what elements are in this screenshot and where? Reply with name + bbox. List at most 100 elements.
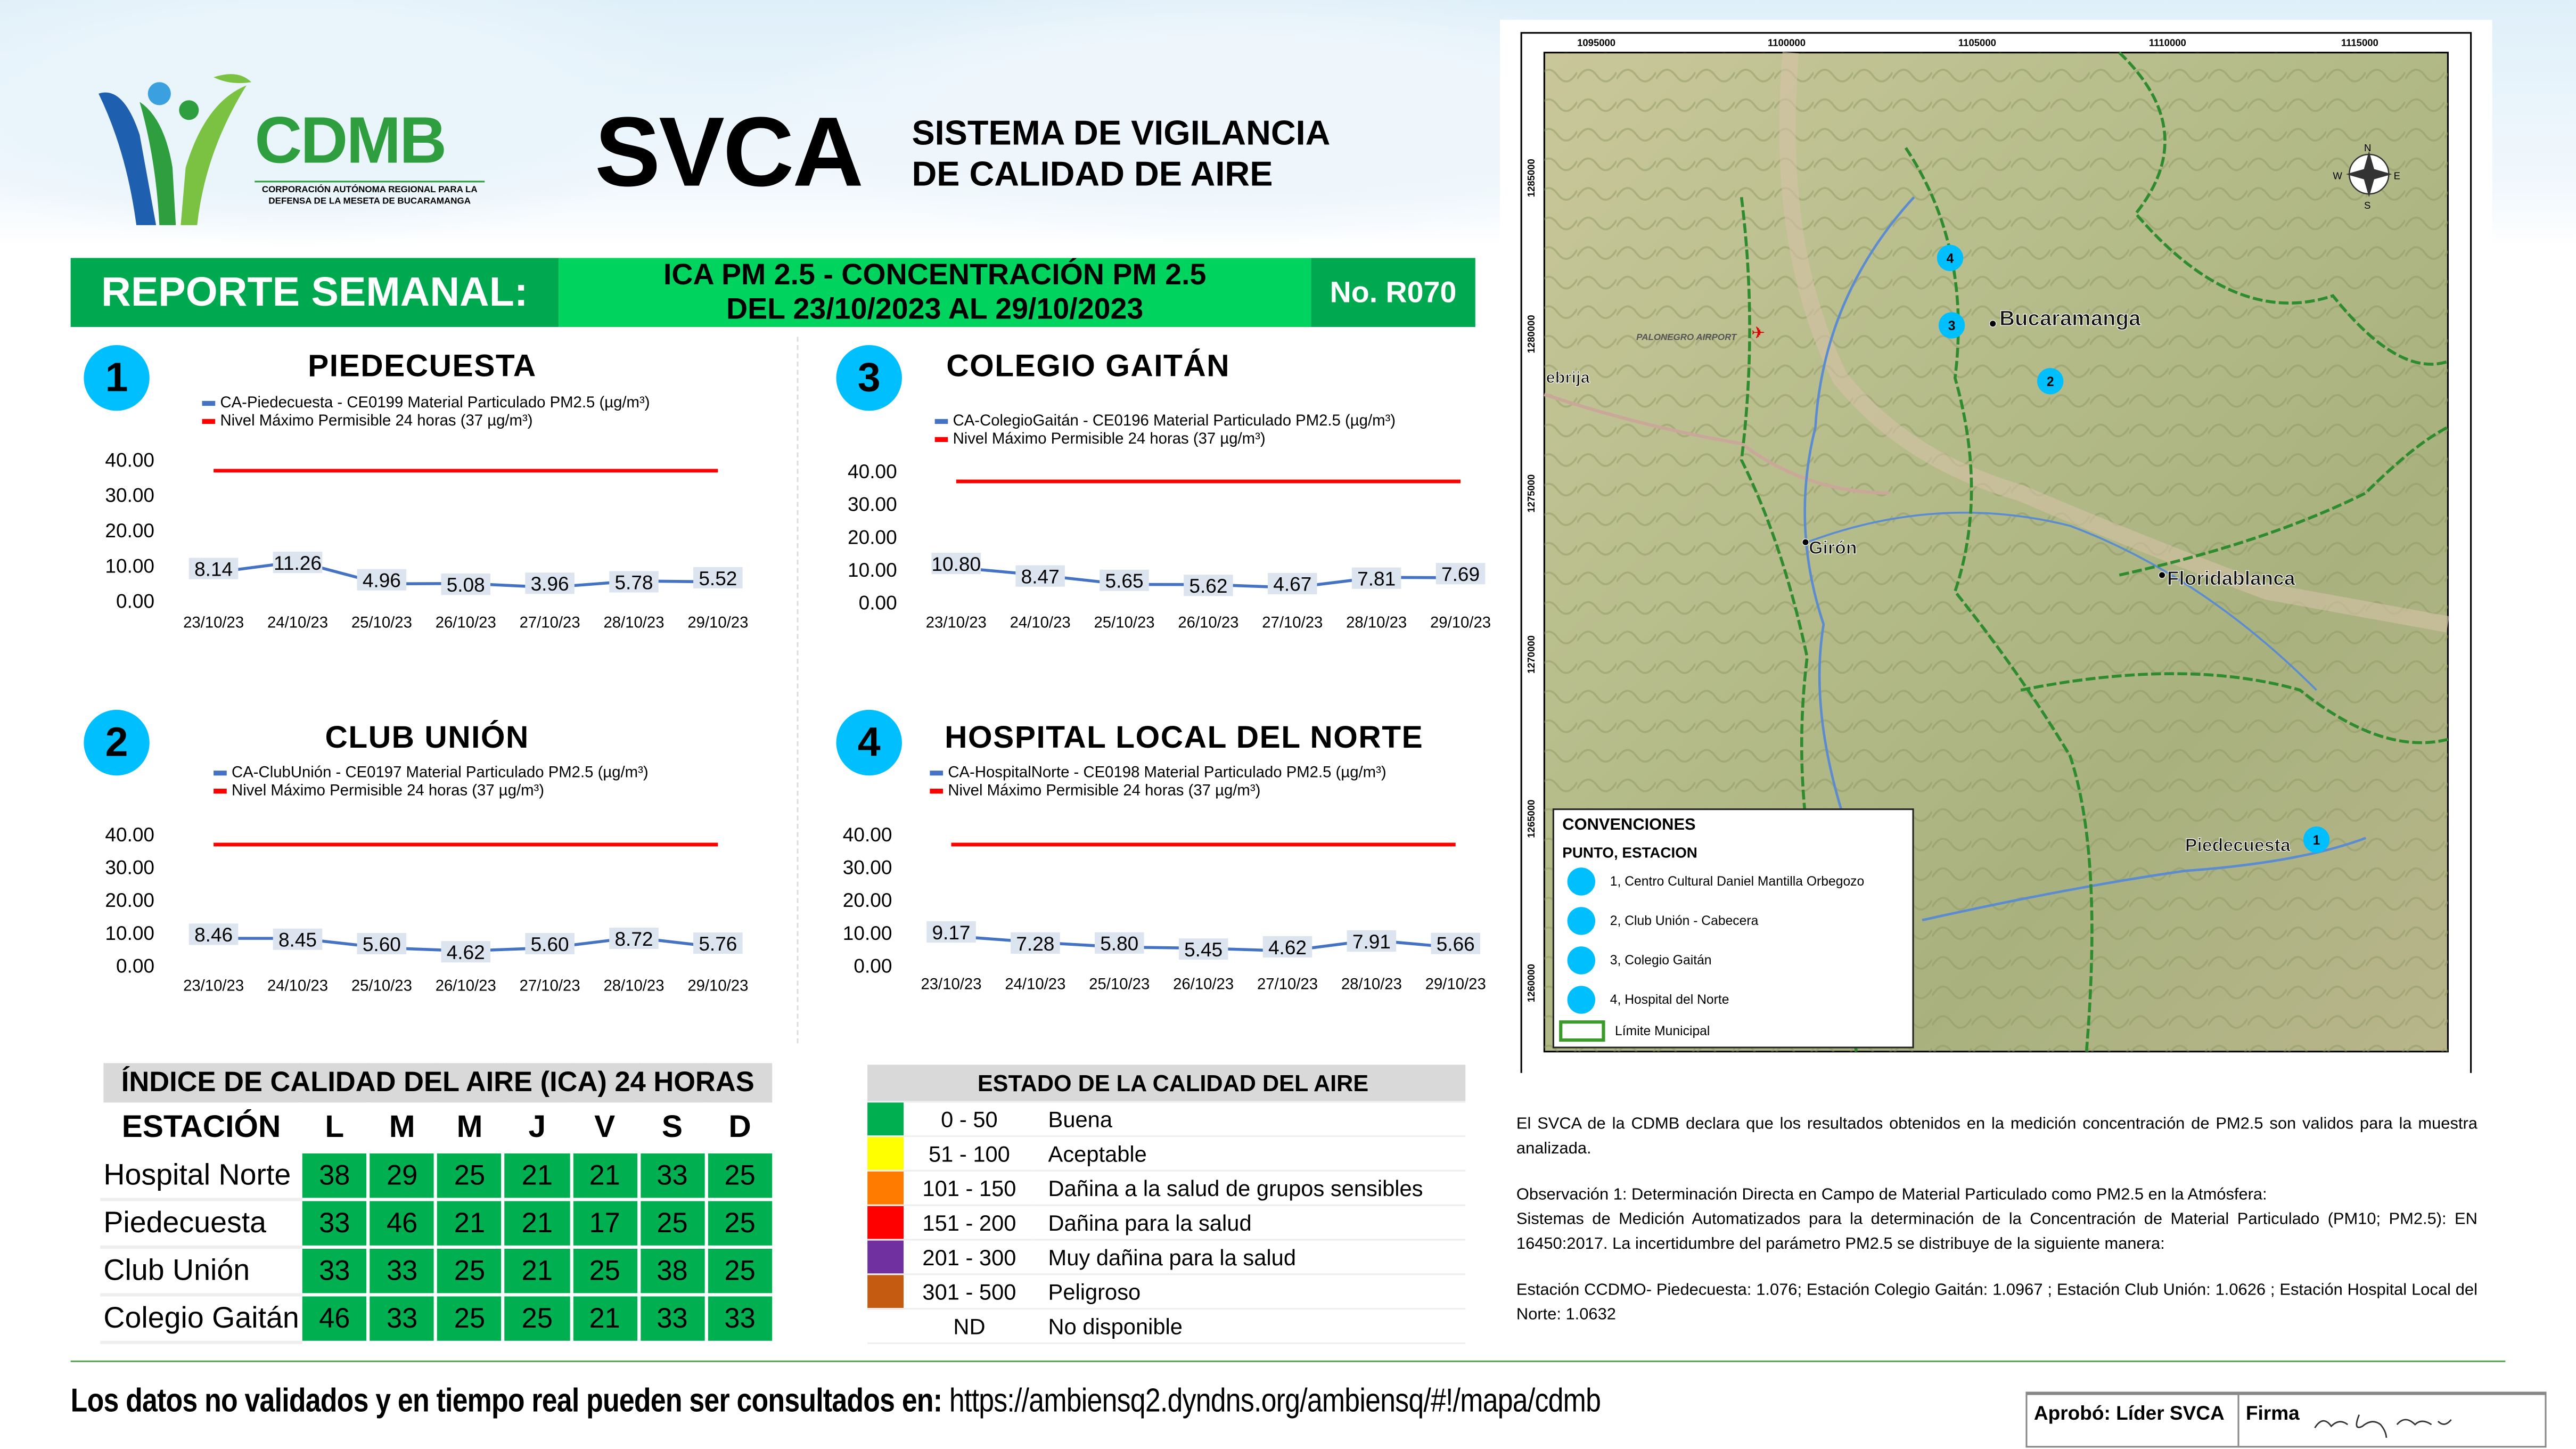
ica-row: Club Unión 33 33 25 21 25 38 25 xyxy=(100,1245,776,1297)
x-tick-label: 27/10/23 xyxy=(520,977,580,995)
x-tick-label: 26/10/23 xyxy=(436,614,496,632)
legend-item-limit: Nivel Máximo Permisible 24 horas (37 µg/… xyxy=(214,782,649,800)
data-label: 7.69 xyxy=(1441,563,1480,585)
scale-row: 101 - 150 Dañina a la salud de grupos se… xyxy=(867,1170,1466,1206)
scale-color-swatch xyxy=(867,1170,904,1206)
data-label-bg xyxy=(525,932,575,955)
data-label-bg xyxy=(1015,565,1065,587)
map-coord-label: 1100000 xyxy=(1768,37,1806,48)
ica-header-row: ESTACIÓN L M M J V S D xyxy=(100,1102,776,1154)
legend-item-pm25: CA-HospitalNorte - CE0198 Material Parti… xyxy=(930,764,1387,782)
ica-value: 21 xyxy=(569,1293,641,1344)
y-tick-label: 20.00 xyxy=(105,889,154,911)
legend-label: CA-HospitalNorte - CE0198 Material Parti… xyxy=(948,764,1387,782)
banner-line1: ICA PM 2.5 - CONCENTRACIÓN PM 2.5 xyxy=(663,258,1207,291)
scale-label: Peligroso xyxy=(1035,1274,1466,1310)
x-tick-label: 23/10/23 xyxy=(183,614,244,632)
y-tick-label: 40.00 xyxy=(848,460,897,482)
ica-value: 38 xyxy=(637,1245,708,1297)
report-banner: REPORTE SEMANAL: ICA PM 2.5 - CONCENTRAC… xyxy=(70,258,1475,328)
data-label-bg xyxy=(693,567,743,589)
x-tick-label: 25/10/23 xyxy=(1094,614,1154,632)
signature-image xyxy=(2314,1414,2451,1438)
banner-title: ICA PM 2.5 - CONCENTRACIÓN PM 2.5 DEL 23… xyxy=(559,258,1311,328)
y-tick-label: 40.00 xyxy=(843,823,892,846)
map-coord-label: 1285000 xyxy=(1525,159,1537,197)
footer-text: Los datos no validados y en tiempo real … xyxy=(71,1383,1601,1421)
legend-label: Nivel Máximo Permisible 24 horas (37 µg/… xyxy=(953,430,1266,449)
ica-value: 25 xyxy=(704,1198,776,1249)
data-label-bg xyxy=(609,571,659,593)
airport-icon: ✈ xyxy=(1751,324,1765,342)
place-label-lebrija: ebrija xyxy=(1546,368,1590,387)
y-tick-label: 20.00 xyxy=(843,889,892,911)
map-legend-label: 3, Colegio Gaitán xyxy=(1610,953,1712,968)
ica-row: Piedecuesta 33 46 21 21 17 25 25 xyxy=(100,1198,776,1249)
scale-range: 201 - 300 xyxy=(904,1240,1035,1275)
compass-rose-icon: N S E W xyxy=(2333,142,2400,211)
observation-text: Sistemas de Medición Automatizados para … xyxy=(1516,1211,2477,1254)
ica-value: 33 xyxy=(366,1245,438,1297)
data-label-bg xyxy=(1351,567,1401,589)
ica-value: 21 xyxy=(434,1198,505,1249)
map-legend-subtitle: PUNTO, ESTACION xyxy=(1562,844,1697,861)
x-tick-label: 29/10/23 xyxy=(687,614,748,632)
logo-figures-icon xyxy=(99,74,252,225)
station-markers: 1 2 3 4 xyxy=(1937,244,2330,853)
place-label-airport: PALONEGRO AIRPORT xyxy=(1636,332,1737,342)
scale-row: 201 - 300 Muy dañina para la salud xyxy=(867,1240,1466,1275)
chart-4: 0.00 10.00 20.00 30.00 40.00 23/10/23 24/10/23… xyxy=(843,823,1486,993)
place-label-piedecuesta: Piedecuesta xyxy=(2185,835,2291,855)
y-tick-label: 10.00 xyxy=(105,922,154,944)
logo-text: CDMB xyxy=(255,105,447,178)
column-header: V xyxy=(569,1102,641,1154)
data-label-bg xyxy=(1184,575,1233,596)
column-header: M xyxy=(366,1102,438,1154)
x-tick-label: 25/10/23 xyxy=(351,977,412,995)
map-legend-label: 2, Club Unión - Cabecera xyxy=(1610,913,1759,929)
map-coord-label: 1095000 xyxy=(1577,37,1615,48)
data-label: 8.45 xyxy=(278,929,317,951)
data-label-bg xyxy=(1011,932,1060,954)
data-label: 5.65 xyxy=(1105,570,1143,592)
station-marker-2[interactable]: 2 xyxy=(2047,375,2054,389)
column-header: L xyxy=(299,1102,370,1154)
data-label: 5.60 xyxy=(531,933,569,955)
data-label-bg xyxy=(1094,932,1144,954)
chart-title: CLUB UNIÓN xyxy=(325,721,529,756)
scale-label: Aceptable xyxy=(1035,1136,1466,1172)
scale-title: ESTADO DE LA CALIDAD DEL AIRE xyxy=(867,1065,1466,1103)
chart-legend: CA-HospitalNorte - CE0198 Material Parti… xyxy=(930,764,1387,800)
y-tick-label: 0.00 xyxy=(859,592,897,614)
data-portal-link[interactable]: https://ambiensq2.dyndns.org/ambiensq/#!… xyxy=(949,1383,1601,1420)
map-legend-label: Límite Municipal xyxy=(1615,1024,1710,1039)
map-legend-title: CONVENCIONES xyxy=(1562,816,1696,835)
station-number-badge: 3 xyxy=(836,345,902,411)
data-label-bg xyxy=(693,932,743,954)
scale-color-swatch xyxy=(867,1101,904,1137)
data-label: 8.46 xyxy=(194,923,233,946)
data-label-bg xyxy=(1267,572,1317,594)
station-number-badge: 1 xyxy=(84,345,150,411)
ica-table: ÍNDICE DE CALIDAD DEL AIRE (ICA) 24 HORA… xyxy=(100,1060,776,1344)
legend-item-pm25: CA-ColegioGaitán - CE0196 Material Parti… xyxy=(934,412,1396,430)
x-tick-label: 24/10/23 xyxy=(1010,614,1071,632)
legend-item-pm25: CA-ClubUnión - CE0197 Material Particula… xyxy=(214,764,649,782)
station-dot-icon xyxy=(1567,867,1596,896)
ica-value: 29 xyxy=(366,1150,438,1201)
ica-value: 25 xyxy=(434,1150,505,1201)
data-label-bg xyxy=(926,921,976,943)
station-marker-4[interactable]: 4 xyxy=(1947,252,1954,266)
station-marker-3[interactable]: 3 xyxy=(1948,319,1956,333)
ica-value: 25 xyxy=(704,1150,776,1201)
legend-item-pm25: CA-Piedecuesta - CE0199 Material Particu… xyxy=(202,395,650,412)
station-marker-1[interactable]: 1 xyxy=(2313,833,2320,848)
x-tick-label: 26/10/23 xyxy=(1178,614,1238,632)
y-tick-label: 20.00 xyxy=(848,526,897,548)
scale-range: 301 - 500 xyxy=(904,1274,1035,1310)
legend-item-limit: Nivel Máximo Permisible 24 horas (37 µg/… xyxy=(930,782,1386,800)
station-number-badge: 4 xyxy=(836,709,902,776)
legend-item-limit: Nivel Máximo Permisible 24 horas (37 µg/… xyxy=(934,430,1396,449)
data-label: 5.52 xyxy=(699,567,737,590)
